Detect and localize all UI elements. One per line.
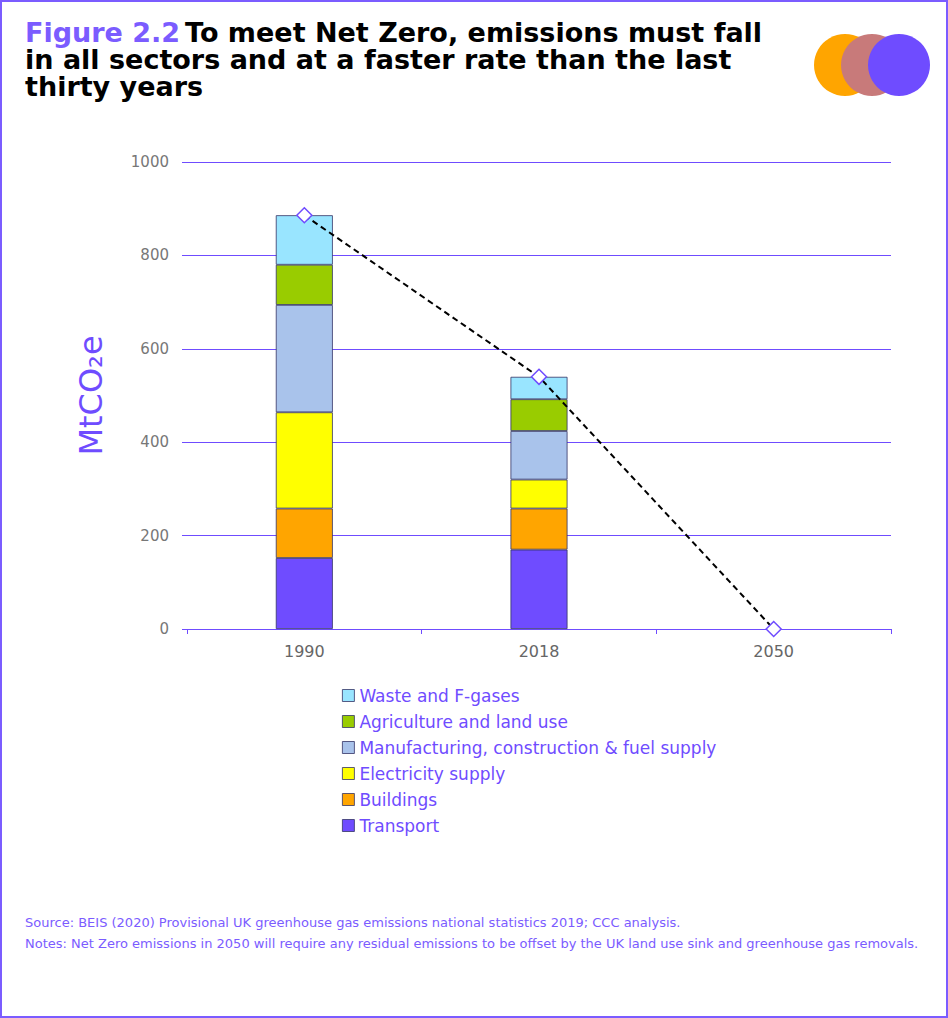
svg-text:200: 200 — [140, 527, 169, 545]
svg-text:Manufacturing, construction &: Manufacturing, construction & fuel suppl… — [359, 738, 716, 758]
svg-text:1000: 1000 — [131, 153, 169, 171]
svg-text:2050: 2050 — [753, 642, 794, 661]
svg-text:Notes: Net Zero emissions in 2: Notes: Net Zero emissions in 2050 will r… — [25, 936, 918, 951]
svg-text:800: 800 — [140, 246, 169, 264]
svg-text:400: 400 — [140, 433, 169, 451]
svg-text:Buildings: Buildings — [359, 790, 437, 810]
svg-text:1990: 1990 — [284, 642, 325, 661]
html-text:Figure 2.2 To meet Net Zero, e: Figure 2.2 To meet Net Zero, emissions m… — [25, 17, 763, 48]
svg-text:2018: 2018 — [519, 642, 560, 661]
svg-text:in all sectors and at a faster: in all sectors and at a faster rate than… — [25, 44, 732, 75]
svg-text:Transport: Transport — [358, 816, 439, 836]
svg-text:thirty years: thirty years — [25, 71, 203, 102]
svg-text:Waste and F-gases: Waste and F-gases — [359, 686, 519, 706]
svg-text:MtCO₂e: MtCO₂e — [72, 335, 110, 455]
svg-text:Source: BEIS (2020) Provisiona: Source: BEIS (2020) Provisional UK green… — [25, 915, 680, 930]
svg-text:Agriculture and land use: Agriculture and land use — [359, 712, 567, 732]
svg-text:600: 600 — [140, 340, 169, 358]
svg-text:0: 0 — [159, 620, 169, 638]
svg-text:Electricity supply: Electricity supply — [359, 764, 505, 784]
